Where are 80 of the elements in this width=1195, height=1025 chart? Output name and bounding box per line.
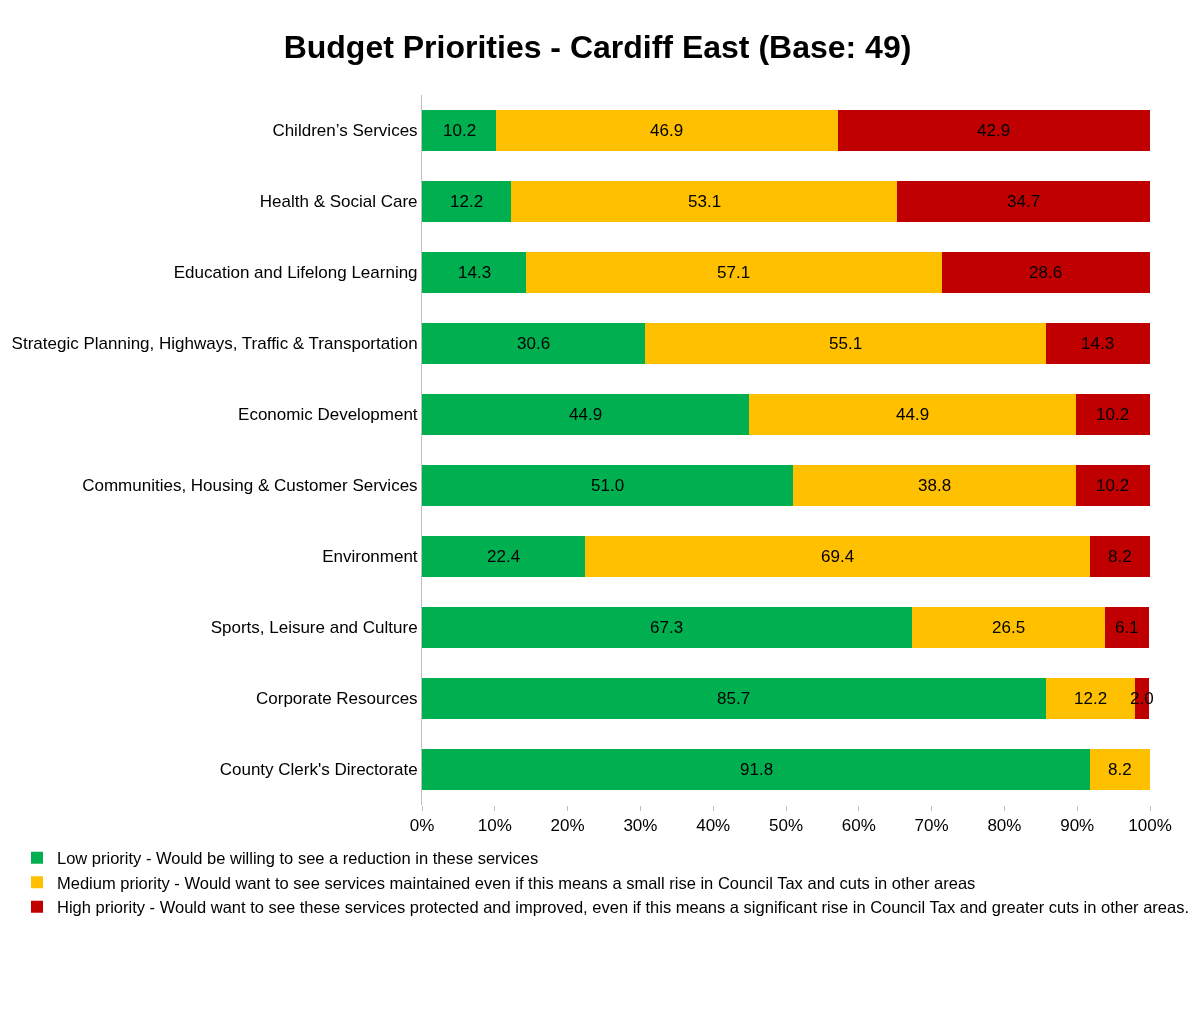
y-tick-label: County Clerk's Directorate [219, 760, 418, 780]
data-label: 67.3 [650, 618, 684, 637]
legend-label: Medium priority - Would want to see services maintained even if this means a small rise in Council Tax and cuts in other areas [57, 873, 976, 892]
y-tick-label: Education and Lifelong Learning [173, 263, 418, 283]
bar [422, 606, 912, 649]
bar [1090, 535, 1150, 578]
y-tick-label: Sports, Leisure and Culture [210, 618, 418, 638]
data-label: 44.9 [896, 405, 930, 424]
y-tick-label: Communities, Housing & Customer Services [82, 476, 418, 496]
bar [585, 535, 1091, 578]
data-label: 6.1 [1115, 618, 1139, 637]
data-label: 12.2 [1074, 689, 1108, 708]
x-tick-label: 30% [623, 816, 658, 836]
data-label: 53.1 [688, 192, 722, 211]
bar [748, 393, 1076, 436]
bar [422, 251, 527, 294]
y-tick-label: Children’s Services [272, 121, 418, 141]
x-tick-label: 60% [841, 816, 876, 836]
bar [793, 464, 1076, 507]
y-tick-label: Health & Social Care [259, 192, 418, 212]
chart-title: Budget Priorities - Cardiff East (Base: 49) [283, 29, 912, 66]
data-label: 57.1 [717, 263, 751, 282]
data-label: 26.5 [992, 618, 1026, 637]
bar [526, 251, 942, 294]
bar [911, 606, 1105, 649]
data-label: 34.7 [1007, 192, 1041, 211]
bar [422, 535, 586, 578]
data-label: 22.4 [487, 547, 521, 566]
bar [897, 180, 1150, 223]
data-label: 30.6 [517, 334, 551, 353]
bar [1075, 393, 1150, 436]
data-label: 46.9 [650, 121, 684, 140]
bar [1090, 748, 1150, 791]
bar [422, 322, 645, 365]
bar [422, 393, 749, 436]
legend-label: Low priority - Would be willing to see a reduction in these services [57, 849, 539, 868]
data-label: 14.3 [458, 263, 492, 282]
x-tick-label: 80% [987, 816, 1022, 836]
bar [422, 464, 794, 507]
bar [510, 180, 898, 223]
data-label: 10.2 [1096, 476, 1130, 495]
data-label: 91.8 [740, 760, 774, 779]
data-label: 14.3 [1081, 334, 1115, 353]
x-tick-label: 10% [477, 816, 512, 836]
x-tick-label: 20% [550, 816, 585, 836]
bar [422, 180, 511, 223]
bar [1045, 322, 1150, 365]
x-tick-label: 90% [1060, 816, 1095, 836]
data-label: 44.9 [569, 405, 603, 424]
bar [422, 748, 1091, 791]
bar [941, 251, 1150, 294]
data-label: 28.6 [1029, 263, 1063, 282]
y-tick-label: Strategic Planning, Highways, Traffic & Transportation [11, 334, 418, 354]
y-tick-label: Environment [322, 547, 418, 567]
x-tick-label: 50% [768, 816, 804, 836]
bar [837, 109, 1150, 152]
data-label: 10.2 [443, 121, 477, 140]
x-tick-label: 40% [696, 816, 731, 836]
data-label: 85.7 [717, 689, 751, 708]
x-tick-label: 100% [1128, 816, 1172, 836]
data-label: 69.4 [821, 547, 855, 566]
bar [422, 677, 1046, 720]
data-label: 8.2 [1108, 547, 1132, 566]
bar [422, 109, 497, 152]
bar [496, 109, 838, 152]
data-label: 42.9 [977, 121, 1011, 140]
x-tick-label: 0% [409, 816, 435, 836]
data-label: 10.2 [1096, 405, 1130, 424]
data-label: 55.1 [829, 334, 863, 353]
x-tick-label: 70% [914, 816, 949, 836]
bar [1104, 606, 1150, 649]
y-tick-label: Corporate Resources [256, 689, 418, 709]
data-label: 8.2 [1108, 760, 1132, 779]
data-label: 12.2 [450, 192, 484, 211]
bar [644, 322, 1046, 365]
bar [1075, 464, 1150, 507]
legend-label: High priority - Would want to see these services protected and improved, even if this means a significant rise in Council Tax and greater cuts in other areas. [57, 898, 1190, 917]
data-label: 38.8 [918, 476, 952, 495]
data-label: 51.0 [591, 476, 625, 495]
y-tick-label: Economic Development [238, 405, 418, 425]
